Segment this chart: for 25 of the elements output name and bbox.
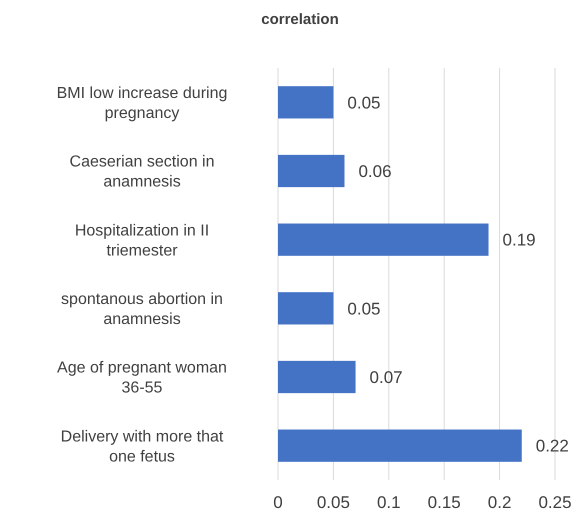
y-tick-label: Delivery with more that one fetus	[60, 428, 224, 466]
data-label: 0.06	[358, 162, 392, 181]
data-label: 0.05	[347, 299, 380, 318]
data-label: 0.05	[347, 93, 380, 112]
x-tick-label: 0	[273, 493, 283, 512]
x-tick-label: 0.25	[538, 493, 572, 512]
bar	[278, 292, 334, 324]
x-tick-label: 0.1	[376, 493, 401, 512]
bar	[278, 86, 334, 118]
y-tick-label: Age of pregnant woman 36-55	[57, 360, 227, 397]
x-tick-label: 0.15	[428, 493, 461, 512]
chart-title: correlation	[261, 11, 339, 28]
data-label: 0.19	[502, 230, 536, 250]
x-tick-label: 0.2	[488, 493, 512, 512]
bar	[278, 154, 344, 188]
data-label: 0.07	[370, 368, 403, 387]
bar	[278, 224, 489, 256]
x-tick-label: 0.05	[316, 493, 350, 512]
y-tick-label: spontanous abortion in anamnesis	[61, 290, 223, 328]
bar	[278, 360, 356, 394]
y-tick-label: BMI low increase during pregnancy	[56, 84, 228, 122]
bar	[278, 430, 522, 462]
y-tick-label: Caeserian section in anamnesis	[70, 154, 214, 191]
y-tick-label: Hospitalization in II triemester	[74, 222, 210, 260]
data-label: 0.22	[536, 436, 569, 456]
